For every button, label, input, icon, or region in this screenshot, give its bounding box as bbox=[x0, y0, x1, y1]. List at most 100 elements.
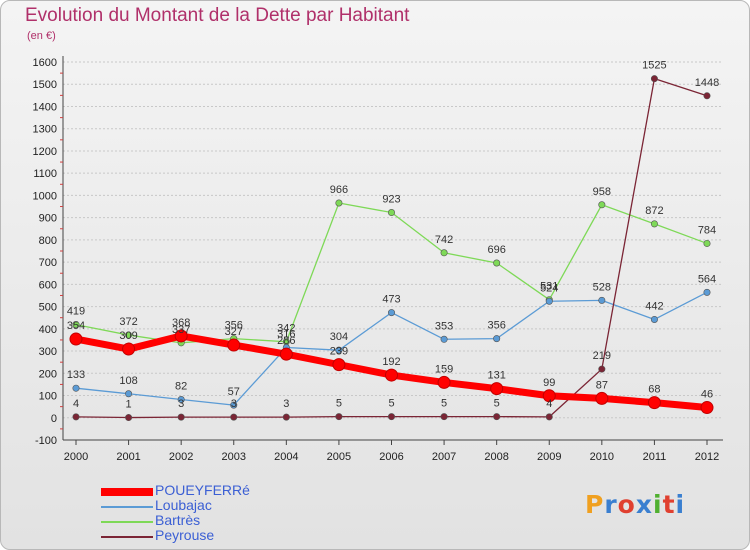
data-label-loubajac: 473 bbox=[382, 294, 400, 306]
data-point-bartrès bbox=[125, 331, 133, 339]
data-label-poueyferré: 99 bbox=[543, 377, 555, 389]
data-point-poueyferré bbox=[490, 382, 504, 396]
y-tick-label: 700 bbox=[39, 257, 57, 269]
data-label-peyrouse: 3 bbox=[231, 398, 237, 410]
y-tick-label: 1300 bbox=[33, 124, 57, 136]
data-label-peyrouse: 219 bbox=[593, 350, 611, 362]
x-tick-label: 2004 bbox=[274, 451, 298, 463]
data-point-poueyferré bbox=[69, 332, 83, 346]
legend-swatch-poueyferre bbox=[101, 488, 153, 496]
data-point-loubajac bbox=[72, 384, 80, 392]
data-point-loubajac bbox=[125, 390, 133, 398]
data-label-poueyferré: 87 bbox=[596, 379, 608, 391]
data-point-poueyferré bbox=[122, 342, 136, 356]
data-label-poueyferré: 131 bbox=[487, 370, 505, 382]
line-chart: -100 0 100 200 300 400 500 600 700 800 900 1000 1100… bbox=[33, 56, 723, 463]
data-point-peyrouse bbox=[335, 413, 343, 421]
y-tick-label: 600 bbox=[39, 279, 57, 291]
y-tick-label: 1400 bbox=[33, 101, 57, 113]
logo-letter: i bbox=[675, 490, 686, 519]
unit-label: (en €) bbox=[27, 30, 56, 42]
data-label-bartrès: 742 bbox=[435, 234, 453, 246]
data-label-loubajac: 316 bbox=[277, 329, 295, 341]
x-tick-label: 2002 bbox=[169, 451, 193, 463]
data-label-bartrès: 419 bbox=[67, 306, 85, 318]
y-tick-label: 1500 bbox=[33, 79, 57, 91]
data-point-bartrès bbox=[335, 199, 343, 207]
data-label-poueyferré: 286 bbox=[277, 335, 295, 347]
y-tick-label: 1000 bbox=[33, 190, 57, 202]
data-label-bartrès: 958 bbox=[593, 186, 611, 198]
legend-swatch-bartres bbox=[101, 521, 153, 523]
data-label-bartrès: 923 bbox=[382, 194, 400, 206]
x-tick-label: 2011 bbox=[643, 451, 667, 463]
data-point-peyrouse bbox=[177, 413, 185, 421]
data-label-loubajac: 524 bbox=[540, 282, 558, 294]
data-label-peyrouse: 5 bbox=[441, 398, 447, 410]
data-point-poueyferré bbox=[595, 391, 609, 405]
data-label-loubajac: 108 bbox=[119, 375, 137, 387]
x-tick-label: 2012 bbox=[695, 451, 719, 463]
data-point-poueyferré bbox=[700, 401, 714, 415]
x-tick-label: 2008 bbox=[484, 451, 508, 463]
logo-letter: i bbox=[653, 490, 663, 519]
proxiti-logo: Proxiti bbox=[585, 490, 685, 519]
legend-swatch-loubajac bbox=[101, 506, 153, 508]
y-tick-label: 1100 bbox=[33, 168, 57, 180]
x-tick-label: 2006 bbox=[379, 451, 403, 463]
data-point-bartrès bbox=[493, 259, 501, 267]
data-label-loubajac: 442 bbox=[645, 300, 663, 312]
data-point-poueyferré bbox=[647, 396, 661, 410]
data-label-poueyferré: 354 bbox=[67, 320, 85, 332]
data-point-bartrès bbox=[72, 321, 80, 329]
data-label-poueyferré: 239 bbox=[330, 346, 348, 358]
legend-label-peyrouse: Peyrouse bbox=[155, 527, 215, 543]
data-label-bartrès: 356 bbox=[225, 320, 243, 332]
data-point-loubajac bbox=[598, 296, 606, 304]
data-label-peyrouse: 5 bbox=[388, 398, 394, 410]
data-point-poueyferré bbox=[279, 347, 293, 361]
data-point-poueyferré bbox=[227, 338, 241, 352]
legend-label-poueyferre: POUEYFERRé bbox=[155, 482, 250, 498]
logo-letter: x bbox=[635, 490, 653, 519]
data-label-loubajac: 528 bbox=[593, 281, 611, 293]
data-point-loubajac bbox=[387, 309, 395, 317]
data-point-peyrouse bbox=[440, 413, 448, 421]
data-point-peyrouse bbox=[72, 413, 80, 421]
data-label-loubajac: 57 bbox=[228, 386, 240, 398]
data-point-peyrouse bbox=[545, 413, 553, 421]
data-point-loubajac bbox=[335, 346, 343, 354]
y-tick-label: 900 bbox=[39, 213, 57, 225]
y-tick-label: -100 bbox=[35, 435, 57, 447]
y-tick-label: 800 bbox=[39, 235, 57, 247]
data-label-bartrès: 784 bbox=[698, 224, 716, 236]
x-tick-label: 2001 bbox=[116, 451, 140, 463]
data-label-bartrès: 696 bbox=[487, 244, 505, 256]
data-label-peyrouse: 3 bbox=[283, 398, 289, 410]
data-point-bartrès bbox=[440, 249, 448, 257]
data-point-poueyferré bbox=[385, 368, 398, 382]
data-label-bartrès: 966 bbox=[330, 184, 348, 196]
data-point-loubajac bbox=[230, 401, 238, 409]
data-label-bartrès: 372 bbox=[119, 316, 137, 328]
data-label-peyrouse: 5 bbox=[336, 398, 342, 410]
legend-swatch-peyrouse bbox=[101, 536, 153, 538]
data-label-poueyferré: 309 bbox=[119, 330, 137, 342]
data-label-bartrès: 531 bbox=[540, 281, 558, 293]
logo-letter: o bbox=[617, 490, 636, 519]
data-label-bartrès: 342 bbox=[277, 323, 295, 335]
data-point-peyrouse bbox=[703, 92, 711, 100]
data-label-peyrouse: 1 bbox=[126, 399, 132, 411]
data-point-peyrouse bbox=[282, 413, 290, 421]
data-point-bartrès bbox=[598, 201, 606, 209]
logo-letter: t bbox=[662, 490, 676, 519]
y-tick-label: 400 bbox=[39, 324, 57, 336]
data-label-poueyferré: 46 bbox=[701, 389, 713, 401]
x-tick-label: 2005 bbox=[327, 451, 351, 463]
data-point-loubajac bbox=[493, 335, 501, 343]
data-label-loubajac: 353 bbox=[435, 320, 453, 332]
x-tick-label: 2000 bbox=[64, 451, 88, 463]
data-point-peyrouse bbox=[387, 413, 395, 421]
logo-letter: r bbox=[604, 490, 618, 519]
